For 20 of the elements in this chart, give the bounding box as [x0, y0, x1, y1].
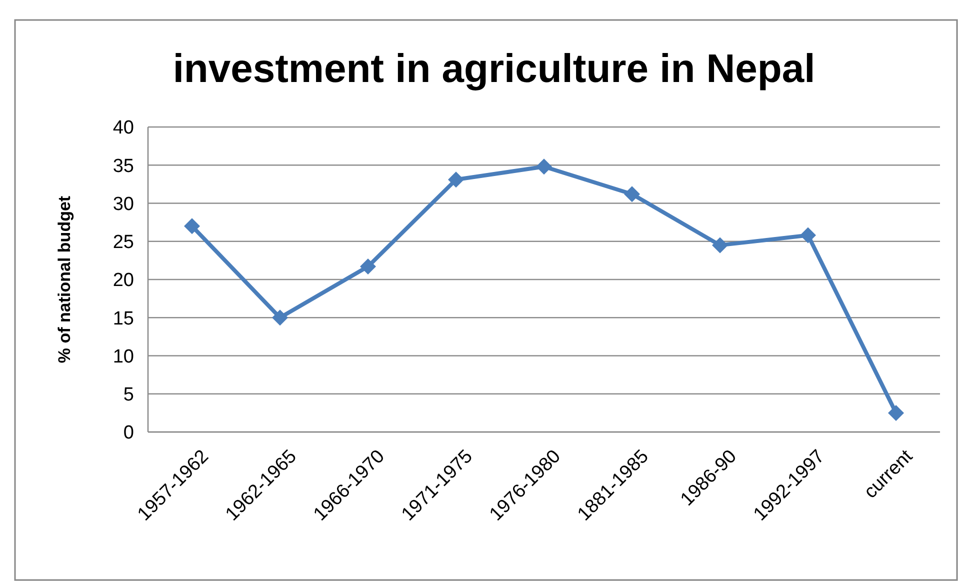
y-tick-label: 5	[123, 384, 134, 406]
point	[184, 218, 200, 234]
y-tick-label: 25	[112, 232, 134, 254]
point	[888, 404, 904, 421]
y-axis-title: % of national budget	[55, 196, 74, 364]
point	[624, 186, 640, 202]
point	[536, 158, 552, 175]
point	[448, 172, 464, 188]
point	[712, 237, 728, 254]
y-tick-label: 35	[112, 156, 134, 177]
y-tick-label: 10	[112, 346, 134, 368]
chart-title: investment in agriculture in Nepal	[172, 47, 816, 91]
y-tick-label: 20	[112, 270, 134, 292]
y-tick-label: 40	[112, 118, 134, 139]
point	[272, 310, 288, 326]
y-tick-label: 0	[123, 422, 134, 444]
y-tick-label: 30	[112, 194, 134, 215]
point	[800, 227, 816, 244]
point	[360, 258, 376, 275]
y-tick-label: 15	[112, 308, 134, 330]
